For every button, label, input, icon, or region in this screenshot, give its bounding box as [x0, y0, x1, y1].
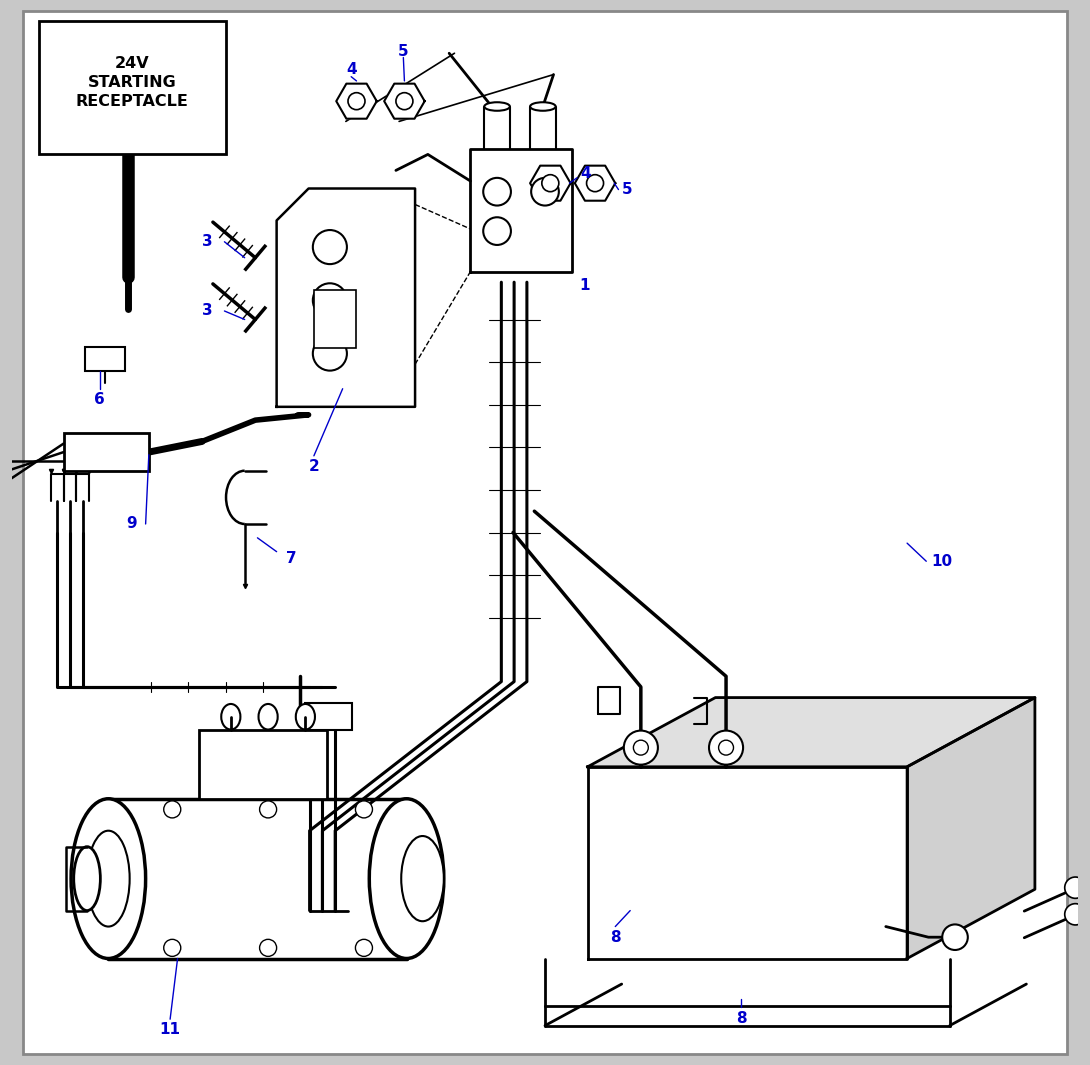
Circle shape	[259, 939, 277, 956]
Circle shape	[396, 93, 413, 110]
Polygon shape	[277, 189, 415, 407]
Circle shape	[483, 217, 511, 245]
Ellipse shape	[71, 799, 146, 958]
Bar	[39, 21, 226, 154]
Circle shape	[531, 178, 559, 206]
Circle shape	[586, 175, 604, 192]
Text: 8: 8	[736, 1011, 747, 1026]
Ellipse shape	[370, 799, 444, 958]
Polygon shape	[574, 166, 615, 200]
Text: 4: 4	[580, 166, 591, 181]
Circle shape	[313, 230, 347, 264]
Circle shape	[313, 337, 347, 371]
Circle shape	[633, 740, 649, 755]
Circle shape	[483, 178, 511, 206]
Bar	[63, 433, 149, 471]
Text: 5: 5	[621, 182, 632, 197]
Ellipse shape	[221, 704, 241, 730]
Text: 4: 4	[346, 62, 356, 77]
Polygon shape	[588, 767, 907, 958]
Text: 24V
STARTING
RECEPTACLE: 24V STARTING RECEPTACLE	[76, 56, 189, 109]
Circle shape	[942, 924, 968, 950]
Text: 9: 9	[126, 517, 137, 531]
Polygon shape	[530, 166, 570, 200]
Circle shape	[1065, 876, 1086, 899]
Text: 7: 7	[287, 551, 296, 566]
Text: 11: 11	[159, 1022, 181, 1037]
Circle shape	[718, 740, 734, 755]
Bar	[198, 730, 327, 799]
Circle shape	[355, 939, 373, 956]
Circle shape	[542, 175, 559, 192]
Bar	[314, 290, 356, 348]
Text: 8: 8	[610, 930, 620, 945]
Text: 6: 6	[95, 392, 106, 407]
Ellipse shape	[87, 831, 130, 927]
Polygon shape	[907, 698, 1034, 958]
Ellipse shape	[484, 102, 510, 111]
Circle shape	[623, 731, 658, 765]
Circle shape	[348, 93, 365, 110]
Polygon shape	[384, 84, 425, 118]
Ellipse shape	[401, 836, 444, 921]
Circle shape	[355, 801, 373, 818]
Circle shape	[1065, 903, 1086, 924]
Ellipse shape	[74, 847, 100, 911]
Bar	[305, 703, 352, 730]
Text: 2: 2	[308, 459, 319, 474]
Text: 1: 1	[579, 278, 590, 293]
Polygon shape	[336, 84, 377, 118]
Circle shape	[259, 801, 277, 818]
Bar	[85, 347, 125, 371]
Ellipse shape	[295, 704, 315, 730]
Text: 5: 5	[398, 44, 409, 59]
Circle shape	[313, 283, 347, 317]
Circle shape	[708, 731, 743, 765]
Ellipse shape	[258, 704, 278, 730]
Text: 3: 3	[202, 234, 213, 249]
Polygon shape	[588, 698, 1034, 767]
Text: 3: 3	[202, 304, 213, 318]
Polygon shape	[471, 149, 571, 272]
Ellipse shape	[530, 102, 556, 111]
Text: 10: 10	[932, 554, 953, 569]
Circle shape	[164, 801, 181, 818]
Circle shape	[164, 939, 181, 956]
